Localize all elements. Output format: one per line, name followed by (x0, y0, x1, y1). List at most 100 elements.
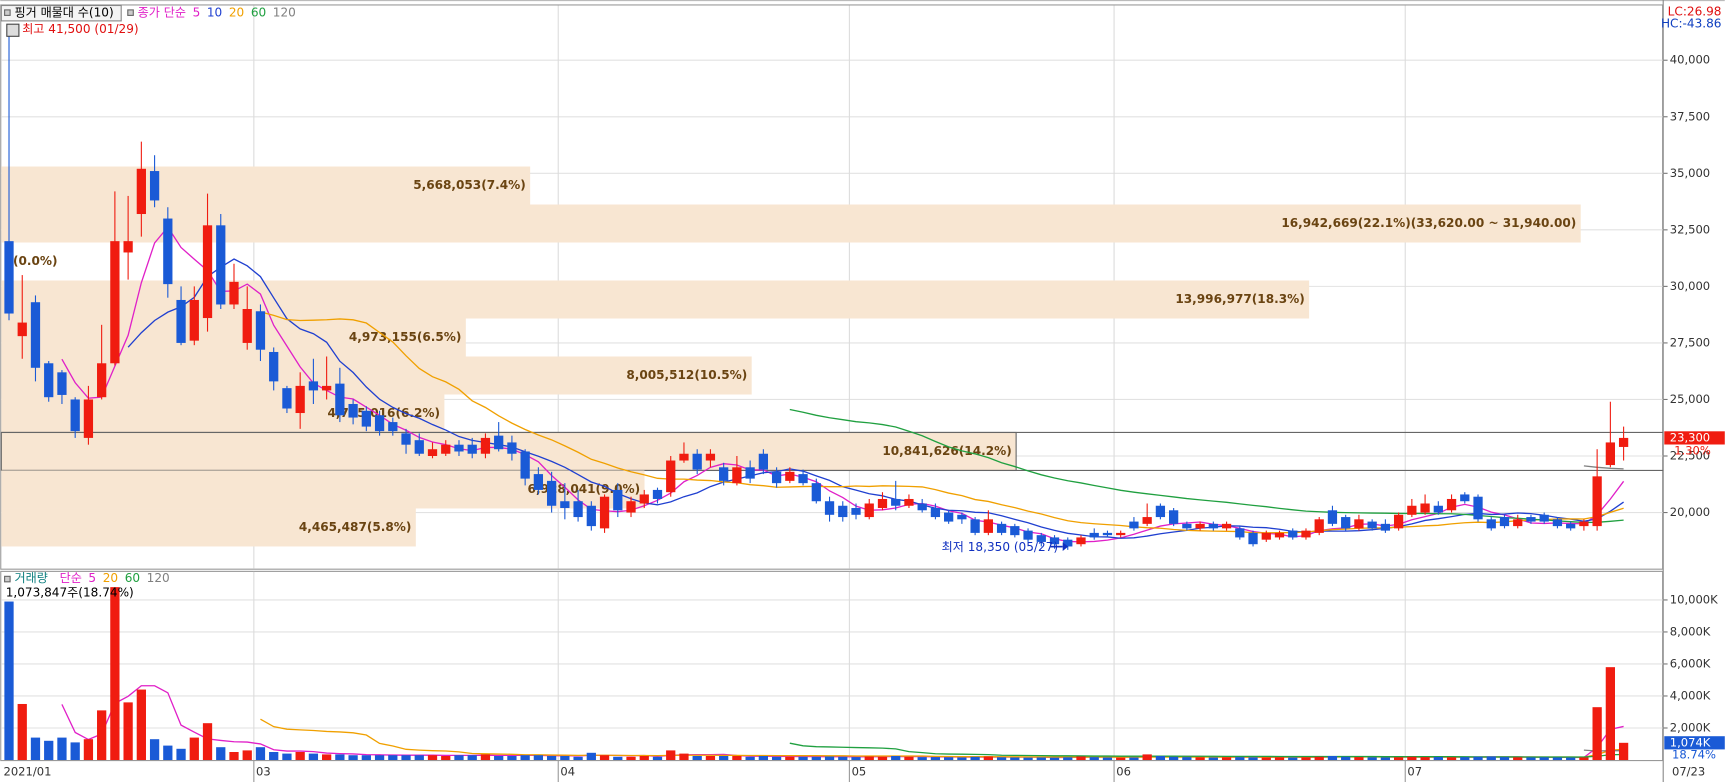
volume-bar (983, 756, 993, 761)
volume-band (1, 166, 531, 205)
volume-bar (480, 754, 491, 761)
candle-body (1010, 526, 1020, 536)
lc-label: LC:26.98 (1668, 5, 1722, 19)
ma-legend-label: 종가 단순 (138, 6, 186, 20)
volume-bar (798, 756, 808, 761)
candle-body (652, 489, 663, 499)
volume-bar (666, 750, 676, 761)
candle-body (533, 474, 544, 490)
candle-body (626, 501, 636, 513)
volume-bar (1433, 756, 1443, 761)
price-change: 1.30% (1674, 444, 1711, 458)
candle-body (189, 299, 199, 341)
candle-body (996, 523, 1007, 533)
volume-bar (917, 757, 927, 761)
chart-title: 핑거 매물대 수(10) (15, 6, 114, 20)
high-label: 최고 41,500 (01/29) (22, 22, 138, 36)
candle-body (414, 440, 424, 454)
volume-bar (136, 689, 146, 761)
volume-bar (70, 742, 80, 761)
candle-body (30, 302, 41, 368)
volume-bar (705, 756, 716, 761)
candle-body (679, 453, 689, 461)
volume-band (1, 204, 1581, 243)
low-arrow-head (1062, 542, 1069, 552)
volume-bar (560, 756, 570, 761)
volume-bar (520, 755, 530, 761)
volume-bar (348, 755, 358, 761)
volume-bar (1460, 757, 1470, 761)
candle-body (1433, 505, 1443, 513)
volume-bar (1513, 757, 1523, 761)
volume-bar (599, 755, 610, 761)
candle-body (798, 474, 808, 484)
candle-body (1089, 532, 1099, 538)
candle-body (1486, 519, 1496, 529)
band-label: 4,973,155(6.5%) (349, 330, 462, 344)
candle-body (1195, 523, 1205, 529)
vol-tick-label: 8,000K (1670, 624, 1711, 638)
candle-body (1076, 537, 1086, 545)
candle-body (1155, 505, 1166, 518)
candle-body (785, 471, 795, 481)
volume-bar (573, 756, 583, 761)
candle-body (1169, 510, 1179, 524)
candle-body (877, 498, 888, 509)
candle-body (1023, 530, 1033, 540)
candle-body (1407, 505, 1417, 515)
volume-bar (1407, 756, 1417, 761)
volume-bar (838, 756, 848, 761)
volume-bar (1473, 756, 1483, 761)
band-label: 6,928,041(9.0%) (528, 482, 641, 496)
volume-bar (269, 751, 279, 761)
volume-bar (1155, 756, 1166, 761)
candle-body (904, 498, 914, 506)
volume-bar (57, 737, 67, 761)
candle-body (1579, 521, 1589, 527)
volume-bar (4, 601, 14, 761)
candle-body (930, 508, 941, 518)
candle-body (1274, 532, 1285, 538)
candle-body (388, 422, 398, 432)
volume-bar (467, 755, 477, 761)
volume-bar (454, 755, 464, 761)
volume-bar (877, 756, 888, 761)
volume-bar (1248, 757, 1258, 761)
candle-body (771, 471, 782, 484)
candle-body (83, 399, 94, 438)
volume-bar (1579, 757, 1589, 761)
last-date: 07/23 (1672, 765, 1705, 779)
candle-body (480, 437, 491, 454)
annotations: 핑거 매물대 수(10) 종가 단순 LC:26.98 HC:-43.86 최고… (0, 5, 1725, 779)
band-label: 13,996,977(18.3%) (1175, 292, 1304, 306)
volume-bar (785, 756, 795, 761)
volume-bar (679, 753, 689, 761)
candle-body (1261, 532, 1271, 540)
volume-bar (388, 755, 398, 761)
legend-icon (4, 9, 11, 16)
volume-bar (1221, 757, 1232, 761)
volume-bar (1010, 757, 1020, 761)
candle-body (149, 171, 160, 201)
volume-bar (1036, 757, 1046, 761)
candle-body (639, 494, 649, 504)
volume-bar (639, 756, 649, 761)
candle-body (374, 415, 385, 432)
y-tick-label: 40,000 (1670, 53, 1710, 67)
volume-bar (1446, 757, 1457, 761)
legend-item: 20 (229, 6, 244, 20)
volume-bar (1618, 742, 1629, 761)
candle-body (295, 385, 305, 414)
candle-body (216, 225, 226, 305)
candle-body (308, 381, 319, 391)
candle-body (520, 451, 530, 479)
volume-bar (719, 756, 729, 761)
current-volume: 1,074K (1670, 735, 1711, 749)
candle-body (176, 299, 186, 343)
volume-bar (295, 751, 305, 761)
volume-bar (202, 723, 213, 761)
volume-bar (1380, 757, 1391, 761)
candle-body (1314, 519, 1324, 533)
